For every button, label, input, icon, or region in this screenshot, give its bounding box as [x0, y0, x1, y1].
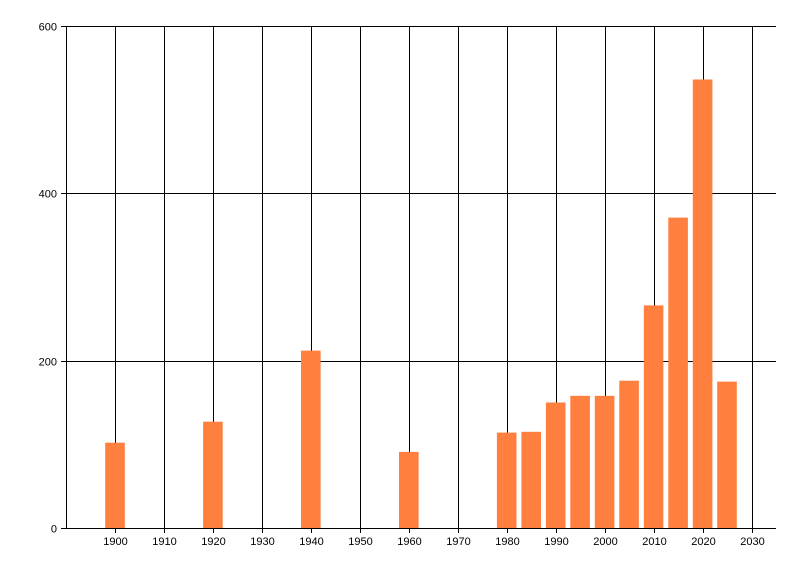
- bar-2005: [619, 380, 639, 528]
- bar-2015: [668, 217, 688, 528]
- bar-1920: [203, 421, 223, 528]
- x-tick-label: 2010: [642, 536, 666, 548]
- label-layer: 1900 1910 1920 1930 1940 1950 1960 1970 1980 1990…: [39, 22, 765, 549]
- y-tick-label: 200: [39, 357, 57, 369]
- x-tick-label: 1920: [201, 536, 225, 548]
- x-tick-label: 1910: [152, 536, 176, 548]
- y-tick-label: 600: [39, 22, 57, 34]
- bar-1980: [496, 432, 517, 528]
- x-tick-label: 1970: [446, 536, 470, 548]
- bar-2010: [643, 305, 664, 528]
- x-tick-label: 1990: [544, 536, 568, 548]
- axis-layer: [61, 26, 776, 529]
- bar-2020: [692, 79, 713, 528]
- x-tick-label: 1930: [250, 536, 274, 548]
- x-tick-label: 2000: [593, 536, 617, 548]
- x-tick-label: 2020: [691, 536, 715, 548]
- x-tick-label: 1940: [299, 536, 323, 548]
- x-tick-label: 1980: [495, 536, 519, 548]
- bar-2025: [717, 381, 737, 528]
- x-tick-label: 2030: [740, 536, 764, 548]
- bar-1995: [570, 395, 590, 528]
- x-tick-label: 1950: [348, 536, 372, 548]
- bar-1900: [105, 442, 125, 528]
- y-tick-label: 0: [51, 524, 57, 536]
- bar-1960: [399, 451, 419, 528]
- x-tick-label: 1960: [397, 536, 421, 548]
- bar-1990: [545, 402, 566, 528]
- bar-2000: [594, 395, 615, 528]
- y-tick-label: 400: [39, 189, 57, 201]
- x-tick-label: 1900: [103, 536, 127, 548]
- bar-1940: [301, 350, 321, 528]
- bar-1985: [521, 431, 541, 528]
- bar-layer: [105, 79, 737, 528]
